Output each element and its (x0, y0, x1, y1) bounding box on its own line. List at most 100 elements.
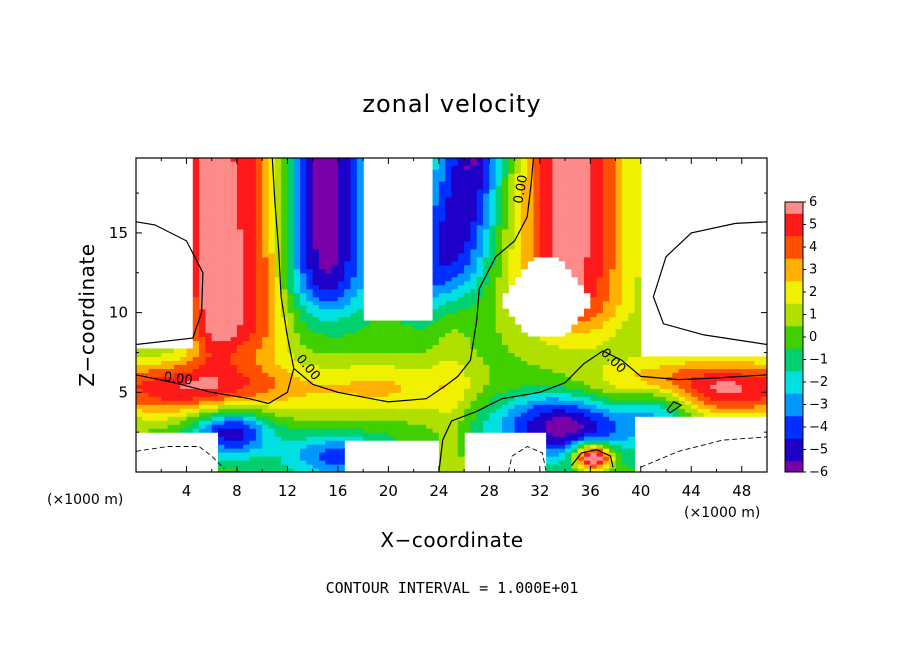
field-cell (533, 212, 541, 218)
field-cell (312, 304, 320, 310)
field-cell (262, 189, 270, 194)
field-cell (293, 201, 301, 206)
field-cell (621, 248, 629, 254)
field-cell (495, 248, 503, 254)
field-cell (306, 456, 314, 461)
field-cell (249, 260, 257, 266)
field-cell (312, 228, 320, 234)
field-cell (489, 376, 497, 381)
field-cell (590, 205, 598, 210)
field-cell (628, 256, 636, 262)
field-cell (350, 436, 358, 441)
field-cell (325, 268, 333, 274)
field-cell (287, 408, 295, 413)
field-cell (268, 448, 276, 453)
field-cell (628, 420, 636, 425)
field-cell (445, 256, 453, 262)
field-cell (508, 400, 516, 405)
field-cell (445, 360, 453, 366)
field-cell (476, 232, 484, 238)
field-cell (552, 228, 560, 234)
field-cell (489, 268, 497, 274)
field-cell (546, 228, 554, 234)
field-cell (483, 420, 490, 425)
field-cell (161, 372, 169, 377)
field-cell (476, 212, 484, 218)
field-cell (546, 252, 554, 258)
field-cell (331, 340, 339, 346)
field-cell (438, 364, 446, 369)
field-cell (634, 280, 642, 286)
field-cell (350, 268, 358, 274)
field-cell (483, 284, 490, 290)
field-cell (306, 368, 314, 373)
field-cell (224, 256, 232, 262)
field-cell (495, 296, 503, 302)
field-cell (451, 420, 459, 425)
field-cell (312, 268, 320, 274)
field-cell (432, 272, 440, 278)
field-cell (609, 380, 617, 385)
field-cell (230, 244, 238, 250)
field-cell (451, 224, 459, 230)
field-cell (249, 185, 257, 190)
field-cell (451, 464, 459, 469)
field-cell (590, 460, 598, 465)
field-cell (300, 169, 307, 174)
field-cell (375, 432, 383, 437)
field-cell (401, 416, 408, 421)
field-cell (337, 228, 345, 234)
field-cell (590, 212, 598, 218)
field-cell (602, 248, 610, 254)
field-cell (375, 320, 383, 326)
field-cell (615, 304, 623, 310)
field-cell (520, 388, 528, 393)
field-cell (356, 304, 364, 310)
field-cell (230, 272, 238, 278)
field-cell (451, 185, 459, 190)
field-cell (565, 436, 572, 441)
field-cell (495, 158, 503, 162)
field-cell (697, 392, 705, 397)
field-cell (508, 268, 516, 274)
field-cell (520, 396, 528, 401)
field-cell (186, 408, 194, 413)
field-cell (331, 408, 339, 413)
field-cell (211, 177, 219, 182)
field-cell (501, 356, 509, 362)
field-cell (287, 444, 295, 449)
field-cell (445, 356, 453, 362)
field-cell (262, 244, 270, 250)
field-cell (255, 236, 263, 242)
field-cell (615, 384, 623, 389)
field-cell (325, 224, 333, 230)
field-cell (426, 352, 434, 358)
field-cell (255, 209, 263, 214)
field-cell (230, 432, 238, 437)
field-cell (501, 280, 509, 286)
field-cell (495, 376, 503, 381)
field-cell (293, 316, 301, 322)
field-cell (565, 468, 572, 472)
field-cell (255, 420, 263, 425)
field-cell (318, 236, 326, 242)
field-cell (419, 380, 427, 385)
field-cell (268, 332, 276, 338)
field-cell (634, 292, 642, 298)
field-cell (318, 380, 326, 385)
field-cell (558, 340, 566, 346)
field-cell (520, 161, 528, 166)
field-cell (255, 224, 263, 230)
field-cell (419, 432, 427, 437)
field-cell (558, 432, 566, 437)
field-cell (161, 360, 169, 366)
field-cell (628, 316, 636, 322)
field-cell (609, 212, 617, 218)
field-cell (527, 380, 535, 385)
field-cell (236, 304, 244, 310)
field-cell (356, 332, 364, 338)
field-cell (312, 256, 320, 262)
field-cell (293, 193, 301, 198)
field-cell (350, 400, 358, 405)
field-cell (571, 197, 579, 202)
